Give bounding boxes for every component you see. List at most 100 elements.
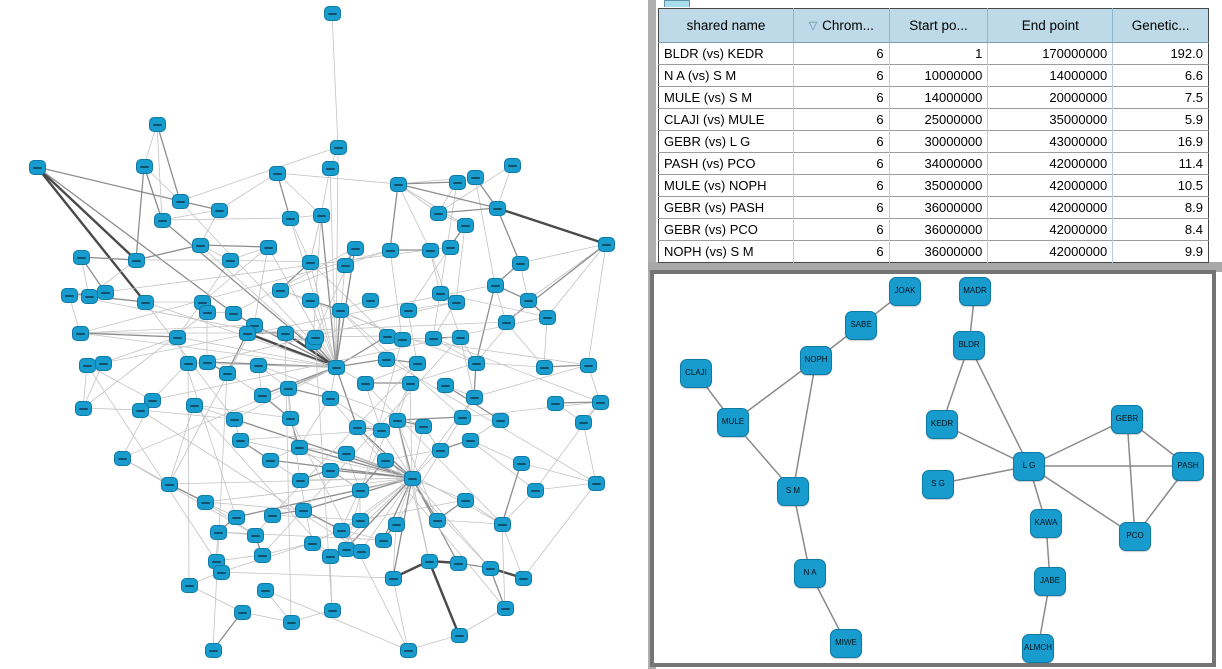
network-node[interactable] — [512, 455, 530, 471]
table-row[interactable]: BLDR (vs) KEDR 6 1 170000000 192.0 — [658, 42, 1209, 65]
network-edge[interactable] — [396, 419, 438, 521]
table-cell[interactable]: 42000000 — [987, 240, 1113, 263]
network-node[interactable] — [526, 482, 544, 498]
network-node[interactable] — [153, 212, 171, 228]
network-edge[interactable] — [496, 207, 521, 264]
network-node[interactable] — [514, 570, 532, 586]
network-node[interactable] — [224, 305, 242, 321]
network-edge[interactable] — [411, 477, 491, 569]
network-edge[interactable] — [437, 207, 498, 214]
network-node[interactable] — [388, 412, 406, 428]
network-node[interactable] — [321, 160, 339, 176]
network-node[interactable] — [179, 355, 197, 371]
network-node[interactable] — [453, 409, 471, 425]
network-node-pash[interactable]: PASH — [1172, 451, 1204, 481]
network-node[interactable] — [256, 582, 274, 598]
table-cell[interactable]: 36000000 — [888, 240, 988, 263]
network-edge[interactable] — [139, 409, 235, 420]
network-node-l-g[interactable]: L G — [1013, 451, 1045, 481]
network-edge[interactable] — [82, 311, 208, 409]
network-edge[interactable] — [432, 337, 601, 403]
network-edge[interactable] — [86, 364, 217, 562]
network-node[interactable] — [294, 502, 312, 518]
network-edge[interactable] — [437, 164, 513, 214]
network-node[interactable] — [441, 239, 459, 255]
table-row[interactable]: MULE (vs) NOPH 6 35000000 42000000 10.5 — [658, 174, 1209, 197]
network-edge[interactable] — [345, 477, 413, 550]
network-edge[interactable] — [309, 214, 322, 263]
table-cell[interactable]: 6 — [792, 174, 890, 197]
network-edge[interactable] — [299, 477, 413, 481]
network-node[interactable] — [268, 165, 286, 181]
network-node[interactable] — [408, 355, 426, 371]
network-node[interactable] — [538, 309, 556, 325]
network-edge[interactable] — [201, 246, 269, 303]
network-node[interactable] — [225, 411, 243, 427]
network-edge[interactable] — [474, 176, 496, 286]
network-node[interactable] — [301, 292, 319, 308]
table-cell[interactable]: 14000000 — [888, 86, 988, 109]
network-node[interactable] — [196, 494, 214, 510]
table-row[interactable]: PASH (vs) PCO 6 34000000 42000000 11.4 — [658, 152, 1209, 175]
network-node[interactable] — [198, 354, 216, 370]
network-node[interactable] — [291, 472, 309, 488]
network-node[interactable] — [450, 627, 468, 643]
network-node-bldr[interactable]: BLDR — [953, 330, 985, 360]
network-edge[interactable] — [102, 336, 178, 364]
table-cell[interactable]: GEBR (vs) PCO — [658, 218, 794, 241]
network-edge[interactable] — [309, 261, 388, 337]
network-node[interactable] — [431, 285, 449, 301]
table-cell[interactable]: 43000000 — [987, 130, 1113, 153]
network-node[interactable] — [312, 207, 330, 223]
network-edge[interactable] — [271, 362, 418, 516]
network-edge[interactable] — [534, 482, 597, 491]
network-node[interactable] — [389, 176, 407, 192]
network-node[interactable] — [467, 355, 485, 371]
network-edge[interactable] — [320, 167, 331, 216]
network-edge[interactable] — [339, 309, 387, 360]
table-cell[interactable]: 20000000 — [987, 86, 1113, 109]
network-node[interactable] — [160, 476, 178, 492]
network-edge[interactable] — [36, 166, 181, 202]
network-edge[interactable] — [364, 362, 418, 384]
network-node[interactable] — [493, 516, 511, 532]
network-node[interactable] — [511, 255, 529, 271]
table-cell[interactable]: 36000000 — [888, 218, 988, 241]
network-node[interactable] — [461, 432, 479, 448]
table-cell[interactable]: 6 — [792, 240, 890, 263]
network-node[interactable] — [486, 277, 504, 293]
network-node[interactable] — [171, 193, 189, 209]
table-row[interactable]: MULE (vs) S M 6 14000000 20000000 7.5 — [658, 86, 1209, 109]
network-node[interactable] — [351, 482, 369, 498]
network-edge[interactable] — [204, 477, 413, 503]
network-edge[interactable] — [359, 477, 413, 491]
network-edge[interactable] — [79, 332, 178, 338]
network-edge[interactable] — [475, 362, 545, 368]
network-edge[interactable] — [496, 206, 607, 246]
network-edge[interactable] — [469, 439, 536, 491]
network-node[interactable] — [253, 387, 271, 403]
table-cell[interactable]: 6 — [792, 86, 890, 109]
network-node[interactable] — [378, 328, 396, 344]
network-edge[interactable] — [161, 209, 220, 221]
network-node[interactable] — [491, 412, 509, 428]
network-edge[interactable] — [187, 362, 190, 586]
sort-filter-icon[interactable]: ▽ — [808, 20, 818, 32]
network-edge[interactable] — [1028, 418, 1128, 467]
network-edge[interactable] — [386, 335, 589, 366]
network-node[interactable] — [421, 242, 439, 258]
table-cell[interactable]: 16.9 — [1112, 130, 1209, 153]
network-edge[interactable] — [79, 332, 337, 368]
network-edge[interactable] — [522, 482, 597, 579]
network-edge[interactable] — [587, 243, 607, 366]
network-node[interactable] — [448, 174, 466, 190]
network-node-s-m[interactable]: S M — [777, 476, 809, 506]
network-node[interactable] — [221, 252, 239, 268]
network-edge[interactable] — [212, 372, 228, 651]
network-node[interactable] — [198, 304, 216, 320]
table-cell[interactable]: GEBR (vs) L G — [658, 130, 794, 153]
table-cell[interactable]: MULE (vs) NOPH — [658, 174, 794, 197]
network-edge[interactable] — [220, 571, 394, 579]
network-node[interactable] — [377, 351, 395, 367]
network-edge[interactable] — [276, 172, 322, 216]
